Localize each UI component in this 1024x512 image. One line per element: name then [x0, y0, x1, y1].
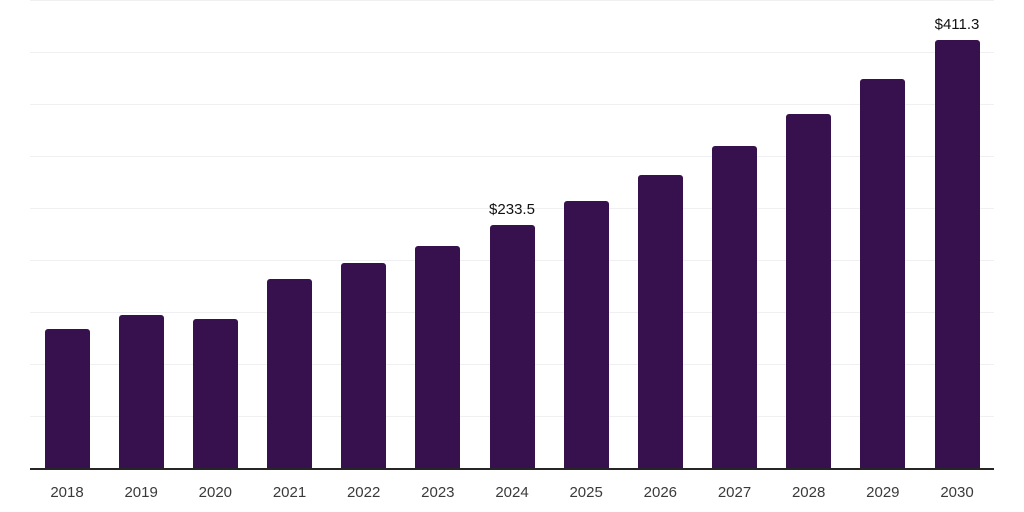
bar-2029	[860, 78, 906, 468]
gridline-350	[30, 104, 994, 105]
bar-2019	[118, 314, 164, 468]
data-label-2030: $411.3	[934, 16, 980, 34]
bar-2020	[192, 318, 238, 468]
bar-2022	[341, 263, 387, 468]
bar-2030	[934, 40, 980, 468]
x-tick-2025: 2025	[569, 484, 603, 501]
plot-area: $233.5 $411.3	[30, 0, 994, 470]
x-tick-2027: 2027	[717, 484, 752, 501]
bar-2027	[712, 145, 757, 468]
x-tick-2019: 2019	[124, 484, 158, 501]
x-tick-2026: 2026	[643, 484, 678, 501]
x-tick-2028: 2028	[791, 484, 826, 501]
gridline-250	[30, 208, 994, 209]
x-tick-2021: 2021	[272, 484, 307, 501]
x-tick-2024: 2024	[495, 484, 529, 501]
gridline-400	[30, 52, 994, 53]
x-tick-2030: 2030	[940, 484, 974, 501]
bar-2025	[563, 201, 609, 468]
x-axis-line	[30, 468, 994, 470]
bar-2018	[44, 329, 90, 468]
gridline-300	[30, 156, 994, 157]
x-tick-2018: 2018	[50, 484, 84, 501]
x-tick-2029: 2029	[866, 484, 900, 501]
bar-2021	[267, 278, 312, 468]
x-tick-2023: 2023	[421, 484, 455, 501]
data-label-2024: $233.5	[489, 201, 535, 219]
gridline-450	[30, 0, 994, 1]
bar-2023	[415, 245, 461, 468]
bar-2026	[637, 174, 683, 468]
x-tick-2020: 2020	[198, 484, 233, 501]
bar-2028	[786, 113, 832, 468]
x-tick-2022: 2022	[346, 484, 381, 501]
bar-2024	[489, 225, 535, 468]
